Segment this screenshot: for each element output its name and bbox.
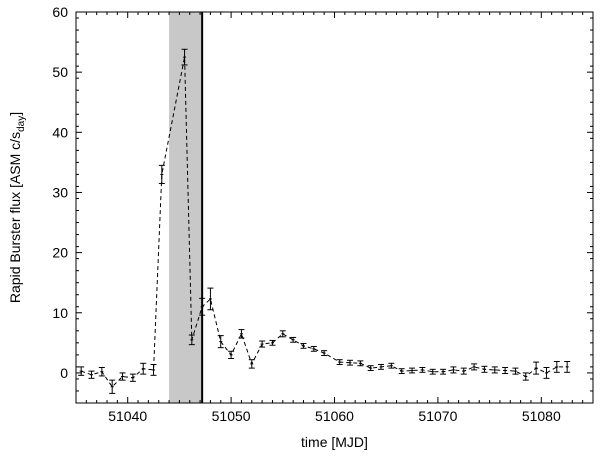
data-point xyxy=(533,361,540,375)
y-tick-label: 10 xyxy=(52,305,68,321)
data-point xyxy=(564,360,571,373)
data-point xyxy=(259,340,266,348)
x-tick-label: 51050 xyxy=(212,408,251,424)
data-point xyxy=(378,364,385,370)
x-tick-label: 51070 xyxy=(418,408,457,424)
data-point xyxy=(543,367,550,379)
data-point xyxy=(429,368,436,375)
x-tick-label: 51080 xyxy=(522,408,561,424)
plot-frame xyxy=(75,11,594,404)
data-point xyxy=(207,287,214,311)
data-point xyxy=(188,334,195,346)
y-tick-label: 60 xyxy=(52,4,68,20)
data-point xyxy=(269,339,276,346)
data-point xyxy=(158,164,165,184)
data-point xyxy=(98,367,105,377)
data-point xyxy=(367,365,374,372)
data-point xyxy=(140,362,147,375)
data-point xyxy=(450,366,457,374)
data-point xyxy=(336,359,343,366)
data-point xyxy=(491,366,498,374)
data-point xyxy=(78,366,85,376)
data-point xyxy=(181,48,188,66)
data-point xyxy=(471,363,478,371)
axis-ticks: 51040 51050 51060 51070 51080 0 10 20 30 40 50 60 xyxy=(52,4,594,424)
series-line xyxy=(81,57,568,388)
data-point xyxy=(512,367,519,375)
data-point xyxy=(321,350,328,356)
data-point xyxy=(388,362,395,369)
data-point xyxy=(460,367,467,375)
data-point xyxy=(522,372,529,381)
y-tick-label: 40 xyxy=(52,124,68,140)
data-point xyxy=(440,368,447,375)
shaded-region xyxy=(169,12,203,403)
y-tick-label: 30 xyxy=(52,184,68,200)
data-point xyxy=(481,365,488,373)
data-point xyxy=(248,359,255,369)
data-point xyxy=(290,336,297,343)
data-point xyxy=(347,359,354,366)
data-point xyxy=(119,372,126,381)
y-axis-label: Rapid Burster flux [ASM c/sday] xyxy=(7,112,27,303)
data-point xyxy=(502,367,509,375)
data-point xyxy=(279,330,286,338)
data-point xyxy=(238,329,245,339)
data-point xyxy=(150,364,157,376)
x-tick-label: 51060 xyxy=(315,408,354,424)
data-point xyxy=(228,350,235,359)
data-point xyxy=(409,367,416,374)
data-point xyxy=(310,345,317,352)
data-point xyxy=(109,379,116,394)
y-tick-label: 0 xyxy=(60,365,68,381)
data-point xyxy=(217,335,224,349)
data-point xyxy=(357,360,364,367)
data-marks xyxy=(78,48,571,394)
data-point xyxy=(300,342,307,349)
data-point xyxy=(88,370,95,379)
data-point xyxy=(129,373,136,382)
x-axis-label: time [MJD] xyxy=(301,434,368,450)
data-point xyxy=(553,360,560,373)
x-tick-label: 51040 xyxy=(108,408,147,424)
y-tick-label: 50 xyxy=(52,64,68,80)
data-point xyxy=(419,367,426,373)
data-point xyxy=(398,368,405,375)
y-tick-label: 20 xyxy=(52,245,68,261)
